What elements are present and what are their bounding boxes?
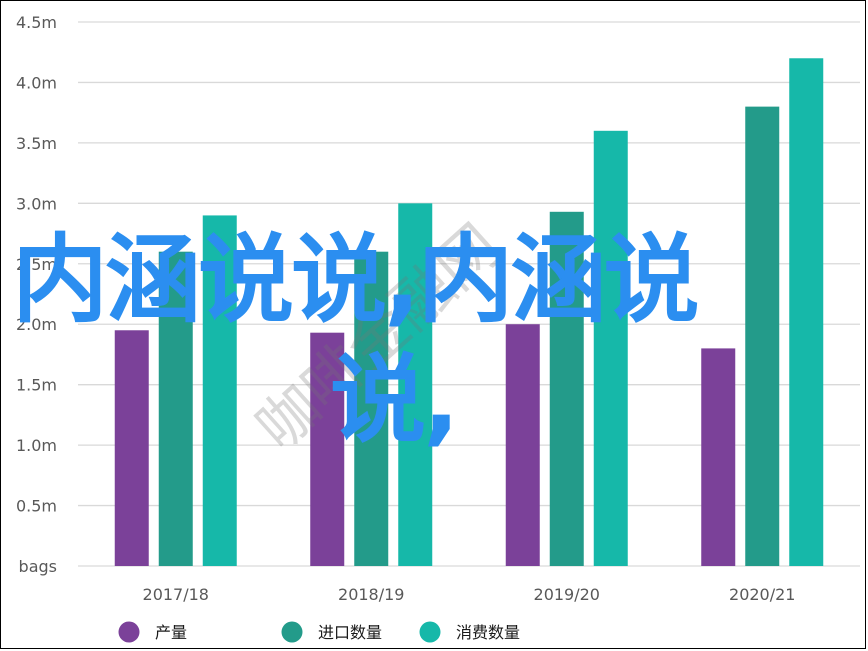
- bar-3-4: [789, 58, 824, 567]
- y-tick-label: 3.5m: [16, 134, 57, 153]
- y-tick-label: bags: [19, 557, 57, 576]
- x-axis-ticks: 2017/18 2018/19 2019/20 2020/21: [143, 585, 796, 604]
- legend-marker-2: [281, 621, 303, 643]
- bar-1-4: [701, 348, 736, 566]
- y-tick-label: 0.5m: [16, 497, 57, 516]
- bar-1-2: [310, 332, 345, 566]
- bar-1-3: [505, 324, 540, 566]
- legend-label-3: 消费数量: [456, 623, 520, 642]
- y-tick-label: 4.0m: [16, 73, 57, 92]
- bar-2-3: [549, 211, 584, 566]
- legend-marker-3: [419, 621, 441, 643]
- legend-label-1: 产量: [155, 623, 187, 642]
- y-tick-label: 2.5m: [16, 255, 57, 274]
- x-tick-label: 2018/19: [338, 585, 404, 604]
- y-tick-label: 1.5m: [16, 376, 57, 395]
- x-tick-label: 2017/18: [143, 585, 209, 604]
- overlay-title-line2: 说,: [330, 344, 459, 456]
- bar-2-4: [745, 106, 780, 566]
- bar-3-2: [398, 203, 433, 567]
- legend-label-2: 进口数量: [318, 623, 382, 642]
- legend: 产量 进口数量 消费数量: [118, 621, 520, 643]
- bar-1-1: [114, 330, 149, 566]
- bar-2-2: [354, 251, 389, 566]
- y-tick-label: 2.0m: [16, 315, 57, 334]
- y-tick-label: 1.0m: [16, 436, 57, 455]
- x-tick-label: 2020/21: [729, 585, 795, 604]
- x-tick-label: 2019/20: [534, 585, 600, 604]
- y-axis-ticks: bags 0.5m 1.0m 1.5m 2.0m 2.5m 3.0m 3.5m 4.0m 4.5m: [16, 13, 57, 576]
- y-tick-label: 3.0m: [16, 194, 57, 213]
- bar-3-3: [593, 130, 628, 567]
- legend-marker-1: [118, 621, 140, 643]
- bar-3-1: [202, 215, 237, 566]
- overlay-title-line1: 内涵说说,内涵说: [12, 224, 699, 336]
- y-tick-label: 4.5m: [16, 13, 57, 32]
- bar-2-1: [158, 251, 193, 566]
- bars: [114, 58, 824, 567]
